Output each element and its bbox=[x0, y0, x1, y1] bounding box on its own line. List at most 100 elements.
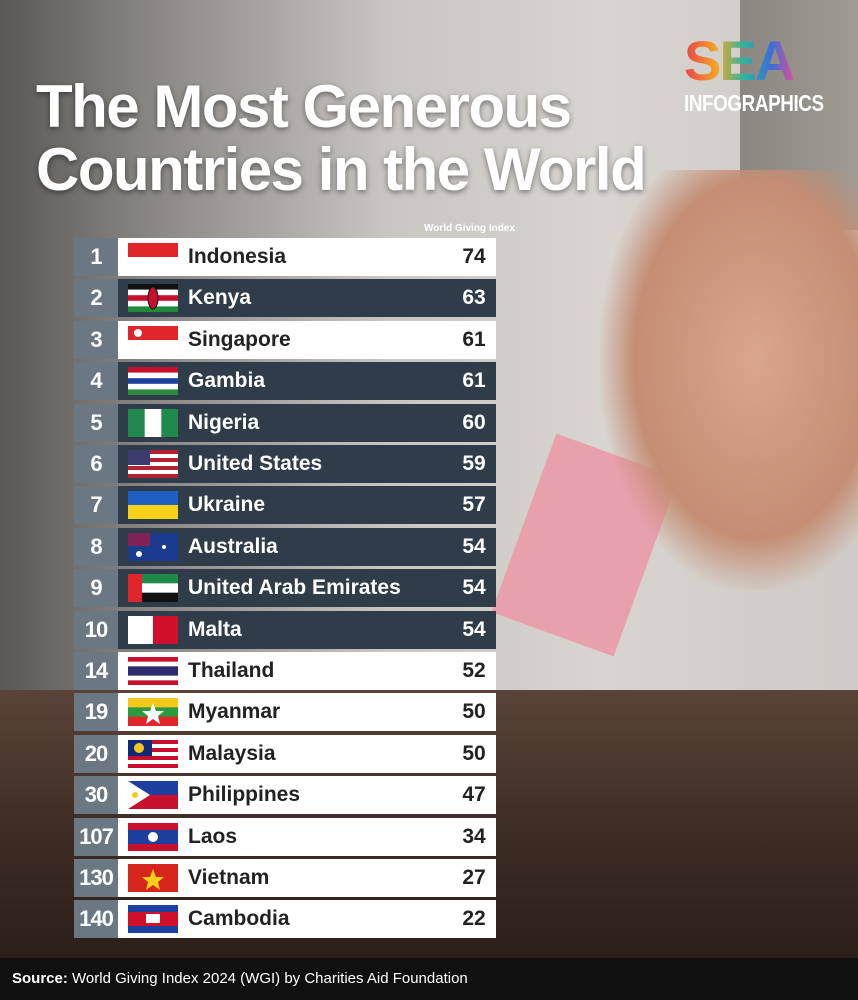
country-name: Gambia bbox=[188, 369, 266, 393]
source-text: World Giving Index 2024 (WGI) by Chariti… bbox=[72, 970, 468, 987]
table-row: 107 Laos 34 bbox=[74, 817, 496, 856]
row-body: Ukraine 57 bbox=[118, 486, 496, 525]
rank: 20 bbox=[74, 734, 118, 773]
flag bbox=[128, 615, 178, 644]
country-name: Myanmar bbox=[188, 700, 281, 724]
country-name: Ukraine bbox=[188, 493, 266, 517]
row-body: United States 59 bbox=[118, 445, 496, 483]
flag bbox=[128, 325, 178, 354]
row-body: Vietnam 27 bbox=[118, 859, 496, 897]
score: 47 bbox=[462, 783, 486, 807]
country-name: Kenya bbox=[188, 286, 252, 310]
rank: 9 bbox=[74, 569, 118, 608]
country-name: Singapore bbox=[188, 327, 291, 351]
rank: 107 bbox=[74, 817, 118, 856]
table-row: 19 Myanmar 50 bbox=[74, 693, 496, 732]
table-row: 14 Thailand 52 bbox=[74, 652, 496, 690]
country-name: Indonesia bbox=[188, 245, 287, 268]
source: Source: World Giving Index 2024 (WGI) by… bbox=[0, 958, 858, 1000]
rank: 5 bbox=[74, 403, 118, 442]
table-row: 4 Gambia 61 bbox=[74, 362, 496, 401]
score: 50 bbox=[462, 741, 486, 765]
rank: 1 bbox=[74, 238, 118, 276]
flag bbox=[128, 864, 178, 892]
table-row: 9 United Arab Emirates 54 bbox=[74, 569, 496, 608]
rank: 14 bbox=[74, 652, 118, 690]
row-body: Australia 54 bbox=[118, 527, 496, 566]
flag bbox=[128, 532, 178, 561]
flag bbox=[128, 781, 178, 810]
flag bbox=[128, 243, 178, 271]
row-body: Gambia 61 bbox=[118, 362, 496, 401]
rank: 19 bbox=[74, 693, 118, 732]
country-name: Philippines bbox=[188, 783, 301, 807]
score: 63 bbox=[462, 286, 486, 310]
logo: SEA bbox=[684, 29, 795, 92]
table-row: 140 Cambodia 22 bbox=[74, 900, 496, 939]
country-name: Laos bbox=[188, 824, 238, 848]
country-name: United Arab Emirates bbox=[188, 576, 401, 600]
rank: 8 bbox=[74, 527, 118, 566]
country-name: Cambodia bbox=[188, 907, 290, 931]
table-row: 2 Kenya 63 bbox=[74, 279, 496, 318]
flag bbox=[128, 739, 178, 768]
country-name: Australia bbox=[188, 534, 278, 558]
row-body: Singapore 61 bbox=[118, 320, 496, 359]
country-name: Malaysia bbox=[188, 741, 276, 765]
row-body: Thailand 52 bbox=[118, 652, 496, 690]
score: 34 bbox=[462, 824, 486, 848]
table-row: 7 Ukraine 57 bbox=[74, 486, 496, 525]
flag bbox=[128, 574, 178, 603]
flag bbox=[128, 491, 178, 520]
score: 59 bbox=[462, 452, 486, 475]
rank: 130 bbox=[74, 859, 118, 897]
score: 60 bbox=[462, 410, 486, 434]
score: 61 bbox=[462, 327, 486, 351]
row-body: United Arab Emirates 54 bbox=[118, 569, 496, 608]
flag bbox=[128, 822, 178, 851]
flag bbox=[128, 408, 178, 437]
score: 74 bbox=[462, 245, 486, 268]
score: 50 bbox=[462, 700, 486, 724]
country-name: Nigeria bbox=[188, 410, 260, 434]
table-row: 130 Vietnam 27 bbox=[74, 859, 496, 897]
flag bbox=[128, 905, 178, 934]
row-body: Nigeria 60 bbox=[118, 403, 496, 442]
title-line: Countries in the World bbox=[36, 136, 647, 203]
table-row: 30 Philippines 47 bbox=[74, 776, 496, 815]
table-row: 10 Malta 54 bbox=[74, 610, 496, 649]
flag bbox=[128, 367, 178, 396]
column-header: World Giving Index bbox=[424, 223, 515, 234]
table-row: 5 Nigeria 60 bbox=[74, 403, 496, 442]
rank: 140 bbox=[74, 900, 118, 939]
country-name: Thailand bbox=[188, 659, 275, 682]
table-row: 8 Australia 54 bbox=[74, 527, 496, 566]
score: 57 bbox=[462, 493, 486, 517]
rank: 3 bbox=[74, 320, 118, 359]
rank: 10 bbox=[74, 610, 118, 649]
flag bbox=[128, 657, 178, 685]
hand bbox=[600, 170, 858, 590]
country-name: Malta bbox=[188, 617, 242, 641]
row-body: Malaysia 50 bbox=[118, 734, 496, 773]
score: 27 bbox=[462, 866, 486, 889]
score: 52 bbox=[462, 659, 486, 682]
row-body: Kenya 63 bbox=[118, 279, 496, 318]
rank: 2 bbox=[74, 279, 118, 318]
table-row: 1 Indonesia 74 bbox=[74, 238, 496, 276]
score: 54 bbox=[462, 534, 486, 558]
rank: 7 bbox=[74, 486, 118, 525]
flag bbox=[128, 450, 178, 478]
score: 54 bbox=[462, 617, 486, 641]
row-body: Philippines 47 bbox=[118, 776, 496, 815]
score: 61 bbox=[462, 369, 486, 393]
logo-subtext: INFOGRAPHICS bbox=[684, 90, 824, 116]
table-row: 20 Malaysia 50 bbox=[74, 734, 496, 773]
rank: 6 bbox=[74, 445, 118, 483]
table-row: 6 United States 59 bbox=[74, 445, 496, 483]
flag bbox=[128, 284, 178, 313]
rank: 30 bbox=[74, 776, 118, 815]
score: 22 bbox=[462, 907, 486, 931]
rank: 4 bbox=[74, 362, 118, 401]
